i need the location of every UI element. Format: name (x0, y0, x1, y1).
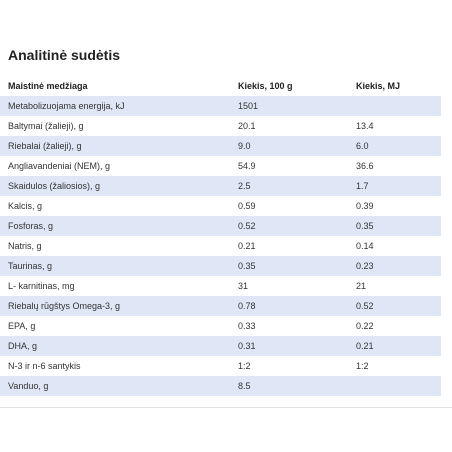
amount-mj-cell: 1.7 (348, 176, 441, 196)
amount-100g-cell: 1:2 (230, 356, 348, 376)
amount-mj-cell (348, 96, 441, 116)
amount-mj-cell: 21 (348, 276, 441, 296)
amount-100g-cell: 0.52 (230, 216, 348, 236)
table-row: Angliavandeniai (NEM), g 54.9 36.6 (0, 156, 441, 176)
table-row: N-3 ir n-6 santykis 1:2 1:2 (0, 356, 441, 376)
table-row: Natris, g 0.21 0.14 (0, 236, 441, 256)
table-row: Fosforas, g 0.52 0.35 (0, 216, 441, 236)
amount-100g-cell: 9.0 (230, 136, 348, 156)
amount-100g-cell: 54.9 (230, 156, 348, 176)
amount-100g-cell: 0.78 (230, 296, 348, 316)
amount-mj-cell: 0.22 (348, 316, 441, 336)
amount-100g-cell: 1501 (230, 96, 348, 116)
amount-mj-cell: 0.14 (348, 236, 441, 256)
amount-100g-cell: 8.5 (230, 376, 348, 396)
section-title: Analitinė sudėtis (8, 47, 121, 63)
amount-100g-cell: 31 (230, 276, 348, 296)
table-row: L- karnitinas, mg 31 21 (0, 276, 441, 296)
amount-100g-cell: 0.35 (230, 256, 348, 276)
nutrient-cell: EPA, g (0, 316, 230, 336)
nutrient-cell: L- karnitinas, mg (0, 276, 230, 296)
amount-mj-cell: 13.4 (348, 116, 441, 136)
nutrient-cell: Fosforas, g (0, 216, 230, 236)
table-row: Metabolizuojama energija, kJ 1501 (0, 96, 441, 116)
nutrient-cell: Metabolizuojama energija, kJ (0, 96, 230, 116)
nutrient-cell: Riebalų rūgštys Omega-3, g (0, 296, 230, 316)
table-row: Riebalų rūgštys Omega-3, g 0.78 0.52 (0, 296, 441, 316)
nutrient-cell: Vanduo, g (0, 376, 230, 396)
table-row: Kalcis, g 0.59 0.39 (0, 196, 441, 216)
amount-100g-cell: 0.31 (230, 336, 348, 356)
nutrient-cell: DHA, g (0, 336, 230, 356)
nutrient-cell: Angliavandeniai (NEM), g (0, 156, 230, 176)
amount-100g-cell: 20.1 (230, 116, 348, 136)
amount-100g-cell: 2.5 (230, 176, 348, 196)
table-row: Taurinas, g 0.35 0.23 (0, 256, 441, 276)
nutrient-cell: Kalcis, g (0, 196, 230, 216)
nutrient-cell: Taurinas, g (0, 256, 230, 276)
table-row: Baltymai (žalieji), g 20.1 13.4 (0, 116, 441, 136)
amount-mj-cell: 0.23 (348, 256, 441, 276)
amount-100g-cell: 0.21 (230, 236, 348, 256)
amount-mj-cell: 6.0 (348, 136, 441, 156)
nutrient-cell: Natris, g (0, 236, 230, 256)
nutrition-table: Maistinė medžiaga Kiekis, 100 g Kiekis, … (0, 76, 441, 396)
nutrient-cell: Baltymai (žalieji), g (0, 116, 230, 136)
amount-mj-cell: 36.6 (348, 156, 441, 176)
table-row: EPA, g 0.33 0.22 (0, 316, 441, 336)
table-row: Vanduo, g 8.5 (0, 376, 441, 396)
table-header-row: Maistinė medžiaga Kiekis, 100 g Kiekis, … (0, 76, 441, 96)
column-header-nutrient: Maistinė medžiaga (8, 81, 88, 91)
nutrient-cell: N-3 ir n-6 santykis (0, 356, 230, 376)
table-row: Riebalai (žalieji), g 9.0 6.0 (0, 136, 441, 156)
table-row: Skaidulos (žaliosios), g 2.5 1.7 (0, 176, 441, 196)
amount-mj-cell (348, 376, 441, 396)
amount-mj-cell: 0.52 (348, 296, 441, 316)
column-header-per-mj: Kiekis, MJ (356, 81, 401, 91)
amount-mj-cell: 0.39 (348, 196, 441, 216)
nutrient-cell: Skaidulos (žaliosios), g (0, 176, 230, 196)
amount-mj-cell: 0.21 (348, 336, 441, 356)
amount-mj-cell: 1:2 (348, 356, 441, 376)
amount-100g-cell: 0.33 (230, 316, 348, 336)
table-row: DHA, g 0.31 0.21 (0, 336, 441, 356)
nutrient-cell: Riebalai (žalieji), g (0, 136, 230, 156)
amount-mj-cell: 0.35 (348, 216, 441, 236)
analysis-panel: Analitinė sudėtis Maistinė medžiaga Kiek… (0, 47, 452, 408)
column-header-per-100g: Kiekis, 100 g (238, 81, 293, 91)
amount-100g-cell: 0.59 (230, 196, 348, 216)
